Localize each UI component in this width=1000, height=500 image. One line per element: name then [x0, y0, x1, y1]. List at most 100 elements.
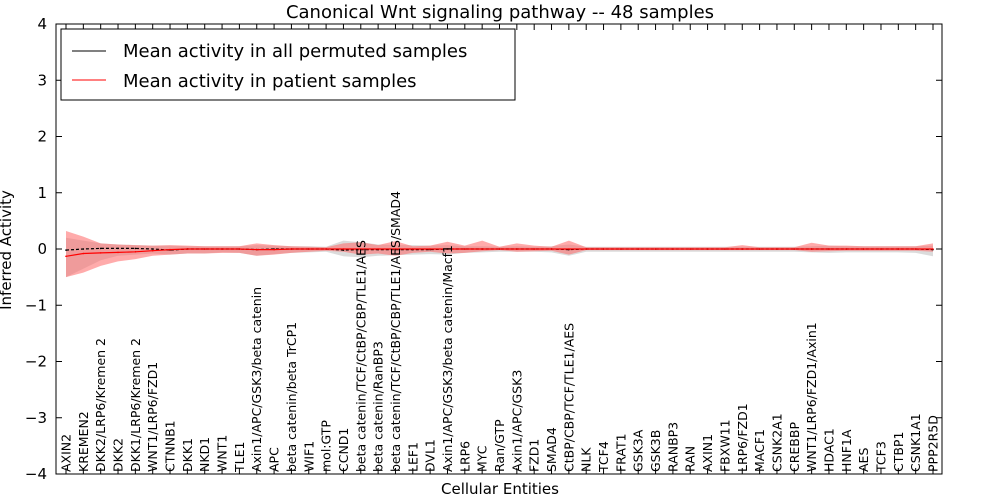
data-point-patient — [429, 248, 431, 250]
x-tick-label: RANBP3 — [665, 422, 680, 472]
y-tick-label: −3 — [25, 409, 47, 427]
data-point-patient — [290, 248, 293, 250]
chart-title: Canonical Wnt signaling pathway -- 48 sa… — [286, 2, 714, 23]
x-tick-label: SMAD4 — [544, 427, 559, 472]
x-axis-label: Cellular Entities — [441, 480, 559, 498]
x-tick-label: APC — [267, 447, 282, 472]
data-point-patient — [342, 248, 345, 250]
data-point-patient — [255, 248, 258, 251]
data-point-patient — [550, 248, 553, 250]
data-point-patient — [706, 248, 709, 250]
data-point-patient — [932, 248, 934, 250]
x-tick-label: DKK2/LRP6/Kremen 2 — [93, 338, 108, 472]
y-tick-label: −1 — [25, 296, 47, 314]
data-point-patient — [481, 248, 484, 250]
y-axis-ticks: 4 3 2 1 0 −1 −2 −3 −4 — [25, 15, 942, 483]
x-tick-label: NLK — [579, 447, 594, 472]
y-tick-label: −4 — [25, 465, 47, 483]
data-point-patient — [741, 248, 744, 250]
data-point-patient — [568, 248, 570, 250]
x-tick-label: DKK2 — [111, 438, 126, 472]
data-point-patient — [203, 248, 206, 250]
data-point-patient — [793, 248, 796, 250]
x-tick-label: AES — [856, 448, 871, 472]
data-point-patient — [186, 248, 189, 250]
x-tick-label: LRP6 — [457, 441, 472, 472]
data-point-patient — [99, 252, 102, 254]
x-tick-label: KREMEN2 — [76, 411, 91, 472]
legend-label-patient: Mean activity in patient samples — [123, 71, 417, 92]
data-point-permuted — [342, 249, 345, 251]
x-tick-label: PPP2R5D — [926, 415, 941, 472]
x-tick-label: TCF4 — [596, 441, 611, 473]
x-tick-label: Axin1/APC/GSK3/beta catenin — [249, 287, 264, 472]
x-tick-label: GSK3A — [631, 429, 646, 472]
data-point-patient — [602, 248, 605, 250]
data-point-patient — [325, 248, 327, 250]
x-tick-label: WIF1 — [301, 441, 316, 472]
data-point-patient — [134, 251, 137, 253]
x-tick-label: LRP6/FZD1 — [735, 403, 750, 472]
data-point-patient — [221, 248, 223, 250]
x-tick-label: CSNK2A1 — [769, 413, 784, 472]
data-point-patient — [585, 248, 587, 250]
data-point-permuted — [82, 248, 85, 250]
data-point-patient — [412, 248, 414, 250]
x-tick-label: DKK1 — [180, 438, 195, 472]
x-tick-label: beta catenin/TCF/CtBP/CBP/TLE1/AES — [353, 240, 368, 472]
x-tick-label: CCND1 — [336, 428, 351, 472]
x-tick-label: FRAT1 — [613, 433, 628, 472]
legend-box — [60, 28, 516, 101]
x-tick-label: CREBBP — [787, 422, 802, 472]
data-point-patient — [516, 248, 518, 250]
data-point-patient — [394, 248, 397, 250]
legend-label-permuted: Mean activity in all permuted samples — [123, 41, 467, 62]
y-tick-label: 0 — [37, 240, 47, 258]
data-point-patient — [169, 248, 171, 251]
x-tick-label: WNT1/LRP6/FZD1 — [145, 362, 160, 472]
x-tick-label: WNT1 — [215, 435, 230, 472]
data-point-patient — [446, 248, 449, 250]
data-point-patient — [776, 248, 778, 250]
data-point-patient — [880, 248, 882, 250]
series-lines — [65, 247, 934, 258]
x-tick-label: DVL1 — [423, 439, 438, 472]
x-tick-label: LEF1 — [405, 442, 420, 472]
x-tick-label: Axin1/APC/GSK3/beta catenin/Macf1 — [440, 245, 455, 472]
x-tick-label: mol:GTP — [319, 420, 334, 472]
x-tick-label: DKK1/LRP6/Kremen 2 — [128, 338, 143, 472]
x-tick-label: beta catenin/beta TrCP1 — [284, 322, 299, 472]
data-point-patient — [724, 248, 726, 250]
data-point-patient — [914, 248, 917, 250]
x-tick-label: WNT1/LRP6/FZD1/Axin1 — [804, 322, 819, 472]
band-patient — [66, 231, 933, 278]
x-tick-label: AXIN1 — [700, 434, 715, 472]
x-tick-label: beta catenin/TCF/CtBP/CBP/TLE1/AES/SMAD4 — [388, 191, 403, 472]
x-tick-label: CSNK1A1 — [908, 413, 923, 472]
legend: Mean activity in all permuted samples Me… — [60, 28, 516, 101]
data-point-patient — [845, 248, 848, 250]
x-tick-label: TCF3 — [874, 441, 889, 473]
x-tick-label: TLE1 — [232, 442, 247, 473]
y-tick-label: 4 — [37, 15, 47, 33]
band-permuted — [66, 237, 933, 278]
x-tick-label: FBXW11 — [717, 419, 732, 472]
x-tick-label: MYC — [475, 445, 490, 472]
x-tick-label: FZD1 — [527, 439, 542, 472]
x-tick-label: NKD1 — [197, 437, 212, 472]
data-point-permuted — [117, 247, 119, 250]
data-point-patient — [238, 248, 241, 250]
y-tick-label: 3 — [37, 71, 47, 89]
data-point-patient — [637, 248, 639, 250]
y-tick-label: −2 — [25, 353, 47, 371]
x-tick-label: Axin1/APC/GSK3 — [509, 370, 524, 472]
x-tick-label: HNF1A — [839, 429, 854, 472]
x-tick-label: CTBP1 — [891, 432, 906, 472]
confidence-bands — [66, 231, 933, 278]
data-point-patient — [360, 248, 362, 250]
x-tick-label: CtBP/CBP/TCF/TLE1/AES — [561, 323, 576, 472]
data-point-permuted — [99, 247, 102, 250]
y-tick-label: 2 — [37, 128, 47, 146]
x-tick-label: HDAC1 — [822, 428, 837, 472]
